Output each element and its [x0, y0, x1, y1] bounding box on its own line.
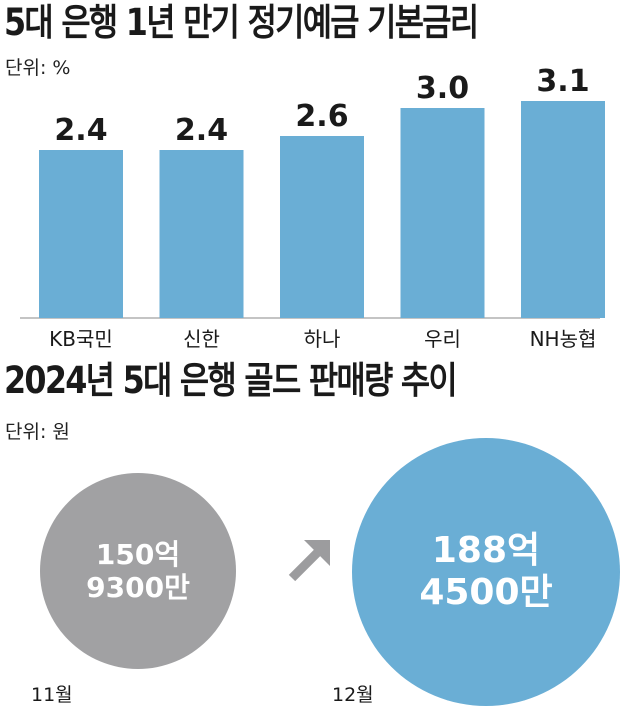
bar-value-label: 2.6 — [295, 99, 348, 134]
bar-우리 — [400, 108, 485, 318]
december-value-line2: 4500만 — [419, 572, 553, 613]
gold-chart-unit: 단위: 원 — [5, 421, 70, 443]
gold-circle-november: 150억 9300만 — [40, 473, 236, 669]
bar-신한 — [159, 150, 244, 318]
bar-category-label: 하나 — [304, 327, 341, 351]
rate-chart-title: 5대 은행 1년 만기 정기예금 기본금리 — [4, 1, 479, 44]
bar-value-label: 3.1 — [536, 64, 589, 99]
bar-KB국민 — [39, 150, 123, 318]
rate-chart-unit: 단위: % — [5, 57, 71, 79]
december-label: 12월 — [332, 684, 374, 706]
bar-NH농협 — [521, 101, 605, 318]
bar-value-label: 2.4 — [175, 113, 228, 148]
gold-circle-december: 188억 4500만 — [352, 438, 620, 706]
bar-category-label: 우리 — [424, 327, 461, 351]
rate-bar-chart: 2.4 KB국민 2.4 신한 2.6 하나 3.0 우리 3.1 NH농협 — [20, 64, 605, 351]
december-value-line1: 188억 — [431, 529, 541, 571]
bar-value-label: 3.0 — [416, 71, 469, 106]
bar-하나 — [280, 136, 364, 318]
november-value-line2: 9300만 — [86, 571, 190, 604]
arrow-up-right-icon — [288, 540, 330, 582]
bar-category-label: 신한 — [183, 327, 220, 351]
gold-chart-title: 2024년 5대 은행 골드 판매량 추이 — [4, 359, 458, 402]
november-value-line1: 150억 — [95, 537, 181, 571]
november-label: 11월 — [31, 684, 73, 706]
bar-category-label: NH농협 — [530, 327, 597, 351]
bar-value-label: 2.4 — [54, 113, 107, 148]
bar-category-label: KB국민 — [49, 327, 113, 351]
